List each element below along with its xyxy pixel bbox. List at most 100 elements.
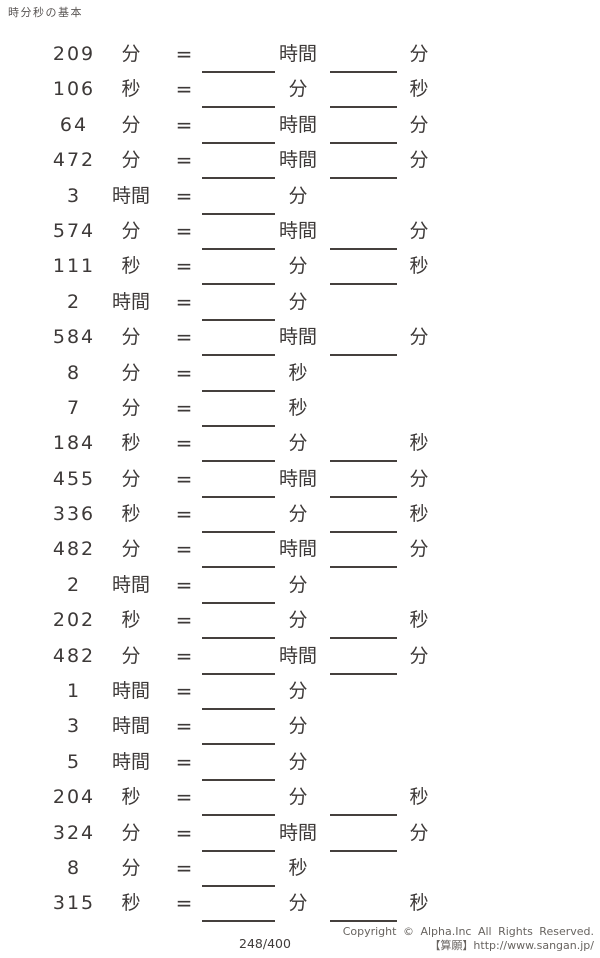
answer-blank-2[interactable] [330,443,397,463]
problem-number: 2 [66,573,82,596]
answer-blank-1[interactable] [202,656,275,675]
answer-unit-1: 秒 [288,361,308,384]
answer-blank-2[interactable] [330,125,397,144]
answer-blank-2[interactable] [330,266,397,286]
answer-unit-2: 秒 [409,786,429,809]
answer-blank-2[interactable] [330,656,397,675]
problem-row: 584 分 = 時間 分 [0,320,600,357]
given-unit: 秒 [121,432,141,455]
answer-blank-2[interactable] [330,231,397,250]
answer-blank-2[interactable] [330,514,397,534]
problem-number: 106 [52,78,96,101]
given-unit: 秒 [121,609,141,632]
answer-unit-1: 分 [288,503,308,526]
answer-blank-2[interactable] [330,620,397,640]
equals-sign: = [175,679,193,704]
source-link[interactable]: 【算願】http://www.sangan.jp/ [429,938,594,952]
answer-blank-1[interactable] [202,620,275,640]
given-unit: 分 [121,219,141,242]
answer-blank-1[interactable] [202,302,275,321]
answer-blank-2[interactable] [330,549,397,569]
given-unit: 分 [121,644,141,667]
problem-number: 111 [52,255,96,278]
answer-unit-1: 分 [288,715,308,738]
problem-number: 1 [66,680,82,703]
equals-sign: = [175,608,193,633]
answer-blank-1[interactable] [202,89,275,109]
answer-blank-1[interactable] [202,903,275,923]
problem-number: 3 [66,184,82,207]
given-unit: 分 [121,467,141,490]
problems-list: 209 分 = 時間 分 106 秒 = 分 秒 64 分 = 時間 分 472… [0,37,600,923]
answer-blank-1[interactable] [202,549,275,569]
given-unit: 時間 [111,573,150,596]
answer-unit-1: 秒 [288,396,308,419]
problem-number: 64 [59,113,89,136]
equals-sign: = [175,77,193,102]
answer-unit-1: 時間 [278,113,317,136]
problem-number: 5 [66,750,82,773]
equals-sign: = [175,537,193,562]
answer-unit-2: 分 [409,43,429,65]
answer-blank-1[interactable] [202,726,275,746]
answer-unit-2: 分 [409,326,429,349]
equals-sign: = [175,395,193,420]
problem-row: 5 時間 = 分 [0,745,600,781]
answer-blank-2[interactable] [330,160,397,180]
answer-blank-2[interactable] [330,89,397,109]
answer-blank-1[interactable] [202,160,275,180]
answer-unit-2: 分 [409,538,429,561]
answer-blank-1[interactable] [202,231,275,250]
given-unit: 分 [121,361,141,384]
problem-number: 184 [52,432,96,455]
answer-blank-1[interactable] [202,408,275,427]
answer-unit-1: 時間 [278,644,317,667]
problem-number: 482 [52,538,96,561]
answer-blank-2[interactable] [330,797,397,817]
answer-blank-1[interactable] [202,54,275,73]
answer-blank-2[interactable] [330,833,397,852]
given-unit: 時間 [111,290,150,313]
problem-number: 2 [66,290,82,313]
answer-blank-1[interactable] [202,868,275,887]
equals-sign: = [175,855,193,880]
answer-blank-1[interactable] [202,797,275,817]
problem-number: 584 [52,326,96,349]
answer-blank-2[interactable] [330,337,397,357]
answer-unit-1: 分 [288,78,308,101]
answer-blank-2[interactable] [330,54,397,73]
page-title: 時分秒の基本 [8,6,83,19]
given-unit: 分 [121,396,141,419]
copyright-text: Copyright © Alpha.Inc All Rights Reserve… [342,925,594,938]
footer-credits: Copyright © Alpha.Inc All Rights Reserve… [343,925,594,952]
answer-blank-1[interactable] [202,691,275,711]
problem-row: 455 分 = 時間 分 [0,462,600,498]
given-unit: 分 [121,326,141,349]
answer-blank-1[interactable] [202,585,275,604]
answer-blank-1[interactable] [202,833,275,852]
answer-blank-2[interactable] [330,903,397,923]
answer-blank-1[interactable] [202,266,275,286]
problem-row: 209 分 = 時間 分 [0,37,600,73]
equals-sign: = [175,431,193,456]
given-unit: 秒 [121,255,141,278]
problem-row: 2 時間 = 分 [0,285,600,321]
answer-blank-1[interactable] [202,762,275,781]
answer-blank-2[interactable] [330,479,397,498]
answer-unit-1: 秒 [288,856,308,879]
answer-blank-1[interactable] [202,196,275,215]
equals-sign: = [175,218,193,243]
answer-blank-1[interactable] [202,479,275,498]
given-unit: 分 [121,856,141,879]
answer-blank-1[interactable] [202,125,275,144]
answer-blank-1[interactable] [202,337,275,357]
answer-unit-2: 秒 [409,78,429,101]
problem-row: 7 分 = 秒 [0,391,600,427]
equals-sign: = [175,785,193,810]
problem-row: 106 秒 = 分 秒 [0,72,600,109]
answer-blank-1[interactable] [202,443,275,463]
equals-sign: = [175,148,193,173]
answer-blank-1[interactable] [202,514,275,534]
given-unit: 分 [121,43,141,65]
answer-blank-1[interactable] [202,373,275,392]
